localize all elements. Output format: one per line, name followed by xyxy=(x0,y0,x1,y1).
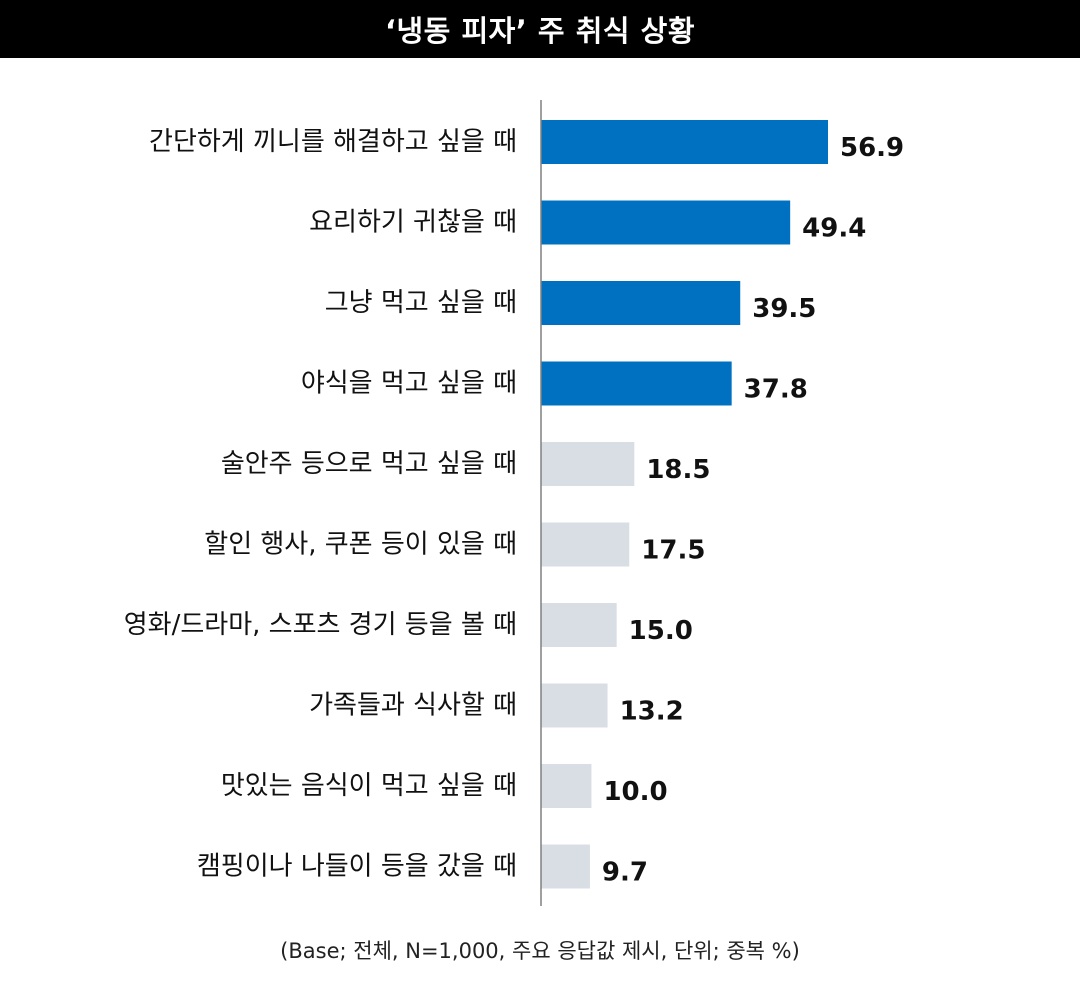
category-label-1: 간단하게 끼니를 해결하고 싶을 때 xyxy=(149,127,517,157)
value-label-10: 9.7 xyxy=(602,858,648,888)
bar-9 xyxy=(541,764,592,808)
bar-chart: 간단하게 끼니를 해결하고 싶을 때 56.9 요리하기 귀찮을 때 49.4 그냥 먹… xyxy=(124,100,904,906)
value-label-6: 17.5 xyxy=(641,536,705,566)
value-label-4: 37.8 xyxy=(744,375,808,405)
category-label-5: 술안주 등으로 먹고 싶을 때 xyxy=(221,449,517,479)
value-label-8: 13.2 xyxy=(620,697,684,727)
value-label-7: 15.0 xyxy=(629,616,693,646)
value-label-2: 49.4 xyxy=(802,214,866,244)
bar-7 xyxy=(541,603,617,647)
category-label-7: 영화/드라마, 스포츠 경기 등을 볼 때 xyxy=(124,610,517,640)
bar-8 xyxy=(541,683,608,728)
bar-6 xyxy=(541,522,630,567)
bar-10 xyxy=(541,844,590,889)
category-label-8: 가족들과 식사할 때 xyxy=(309,691,517,721)
value-label-5: 18.5 xyxy=(646,455,710,485)
value-label-3: 39.5 xyxy=(752,294,816,324)
category-label-6: 할인 행사, 쿠폰 등이 있을 때 xyxy=(204,530,517,560)
bar-1 xyxy=(541,120,828,164)
bar-5 xyxy=(541,442,635,486)
category-label-4: 야식을 먹고 싶을 때 xyxy=(301,369,517,399)
footnote: (Base; 전체, N=1,000, 주요 응답값 제시, 단위; 중복 %) xyxy=(280,939,800,963)
value-label-9: 10.0 xyxy=(603,777,667,807)
category-label-2: 요리하기 귀찮을 때 xyxy=(309,208,517,238)
category-label-9: 맛있는 음식이 먹고 싶을 때 xyxy=(221,771,517,801)
chart-title: ‘냉동 피자’ 주 취식 상황 xyxy=(0,0,1080,58)
category-label-3: 그냥 먹고 싶을 때 xyxy=(325,288,517,318)
bars-layer: 간단하게 끼니를 해결하고 싶을 때 56.9 요리하기 귀찮을 때 49.4 그냥 먹… xyxy=(124,120,904,889)
bar-4 xyxy=(541,361,732,406)
bar-2 xyxy=(541,200,791,245)
value-label-1: 56.9 xyxy=(840,133,904,163)
category-label-10: 캠핑이나 나들이 등을 갔을 때 xyxy=(197,852,517,882)
bar-3 xyxy=(541,281,741,325)
